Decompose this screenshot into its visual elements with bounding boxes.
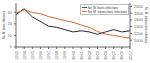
svg-text:2003: 2003 xyxy=(95,50,100,60)
svg-text:2000: 2000 xyxy=(71,50,76,60)
svg-text:1995: 1995 xyxy=(30,50,35,60)
svg-text:30: 30 xyxy=(8,10,13,15)
html-text:No. M. tuberculosis infections: No. M. tuberculosis infections xyxy=(87,9,127,14)
svg-text:2005: 2005 xyxy=(111,50,116,60)
svg-text:0: 0 xyxy=(10,44,13,49)
svg-text:1994: 1994 xyxy=(22,50,27,60)
svg-text:2001: 2001 xyxy=(79,50,84,60)
svg-text:1998: 1998 xyxy=(54,50,59,60)
svg-text:1993: 1993 xyxy=(14,50,19,60)
svg-text:1996: 1996 xyxy=(38,50,43,60)
html-text:No. M. bovis infections: No. M. bovis infections xyxy=(87,5,118,10)
svg-text:1997: 1997 xyxy=(46,50,51,60)
svg-text:20: 20 xyxy=(8,21,13,26)
svg-text:1400: 1400 xyxy=(134,24,142,29)
svg-text:1000: 1000 xyxy=(134,38,142,43)
svg-text:1600: 1600 xyxy=(134,17,142,22)
svg-text:2000: 2000 xyxy=(134,4,142,9)
svg-text:10: 10 xyxy=(8,33,13,38)
svg-text:2002: 2002 xyxy=(87,50,92,60)
svg-text:2007: 2007 xyxy=(128,50,133,60)
svg-text:1800: 1800 xyxy=(134,11,142,16)
svg-text:1200: 1200 xyxy=(134,31,142,36)
svg-text:2006: 2006 xyxy=(119,50,124,60)
svg-text:2004: 2004 xyxy=(103,50,108,60)
svg-text:1999: 1999 xyxy=(62,50,67,60)
